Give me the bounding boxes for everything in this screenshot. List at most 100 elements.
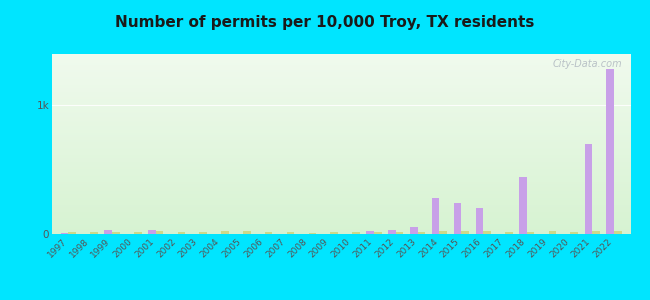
Bar	[52, 227, 630, 229]
Bar	[52, 74, 630, 76]
Bar	[606, 69, 614, 234]
Bar	[52, 77, 630, 79]
Bar	[330, 232, 338, 234]
Bar	[52, 124, 630, 126]
Bar	[52, 59, 630, 61]
Bar	[52, 207, 630, 209]
Bar	[52, 211, 630, 212]
Bar	[52, 230, 630, 232]
Bar	[52, 112, 630, 113]
Bar	[177, 232, 185, 234]
Bar	[52, 90, 630, 92]
Bar	[52, 220, 630, 221]
Bar	[52, 113, 630, 115]
Bar	[52, 56, 630, 58]
Bar	[52, 167, 630, 169]
Bar	[52, 130, 630, 131]
Bar	[367, 231, 374, 234]
Bar	[148, 230, 156, 234]
Bar	[52, 86, 630, 88]
Bar	[52, 83, 630, 85]
Bar	[52, 218, 630, 220]
Bar	[52, 189, 630, 191]
Bar	[52, 160, 630, 162]
Bar	[52, 184, 630, 185]
Bar	[432, 198, 439, 234]
Bar	[519, 177, 526, 234]
Bar	[52, 185, 630, 187]
Bar	[52, 144, 630, 146]
Bar	[221, 231, 229, 234]
Bar	[52, 61, 630, 63]
Bar	[52, 133, 630, 135]
Bar	[52, 178, 630, 180]
Bar	[52, 119, 630, 121]
Bar	[52, 146, 630, 148]
Bar	[52, 117, 630, 119]
Bar	[52, 148, 630, 149]
Bar	[374, 232, 382, 234]
Bar	[571, 232, 578, 234]
Bar	[52, 175, 630, 176]
Text: City-Data.com: City-Data.com	[552, 59, 622, 69]
Bar	[90, 232, 98, 234]
Bar	[52, 94, 630, 95]
Bar	[52, 104, 630, 106]
Bar	[52, 54, 630, 56]
Bar	[60, 233, 68, 234]
Bar	[52, 202, 630, 203]
Bar	[52, 198, 630, 200]
Bar	[52, 214, 630, 216]
Bar	[584, 144, 592, 234]
Bar	[52, 103, 630, 104]
Bar	[52, 203, 630, 205]
Bar	[52, 193, 630, 194]
Text: Number of permits per 10,000 Troy, TX residents: Number of permits per 10,000 Troy, TX re…	[115, 15, 535, 30]
Bar	[52, 169, 630, 171]
Bar	[52, 126, 630, 128]
Bar	[52, 221, 630, 223]
Bar	[52, 153, 630, 155]
Bar	[52, 182, 630, 184]
Bar	[52, 209, 630, 211]
Bar	[52, 171, 630, 173]
Bar	[52, 173, 630, 175]
Bar	[410, 227, 418, 234]
Bar	[52, 176, 630, 178]
Bar	[52, 205, 630, 207]
Bar	[388, 230, 396, 234]
Bar	[52, 212, 630, 214]
Bar	[52, 101, 630, 103]
Bar	[52, 131, 630, 133]
Bar	[52, 140, 630, 142]
Bar	[105, 230, 112, 234]
Bar	[52, 67, 630, 68]
Bar	[396, 232, 404, 234]
Bar	[52, 187, 630, 189]
Bar	[52, 95, 630, 97]
Bar	[68, 232, 76, 234]
Bar	[52, 106, 630, 108]
Bar	[309, 233, 316, 234]
Bar	[52, 157, 630, 158]
Bar	[52, 155, 630, 157]
Bar	[52, 196, 630, 198]
Bar	[52, 65, 630, 67]
Bar	[52, 166, 630, 167]
Bar	[52, 70, 630, 72]
Bar	[200, 232, 207, 234]
Bar	[52, 81, 630, 83]
Bar	[52, 108, 630, 110]
Bar	[52, 128, 630, 130]
Bar	[52, 121, 630, 122]
Bar	[52, 223, 630, 225]
Bar	[52, 194, 630, 196]
Bar	[505, 232, 513, 234]
Bar	[52, 216, 630, 218]
Bar	[52, 151, 630, 153]
Bar	[52, 162, 630, 164]
Bar	[112, 232, 120, 234]
Bar	[52, 180, 630, 182]
Bar	[462, 231, 469, 234]
Bar	[52, 164, 630, 166]
